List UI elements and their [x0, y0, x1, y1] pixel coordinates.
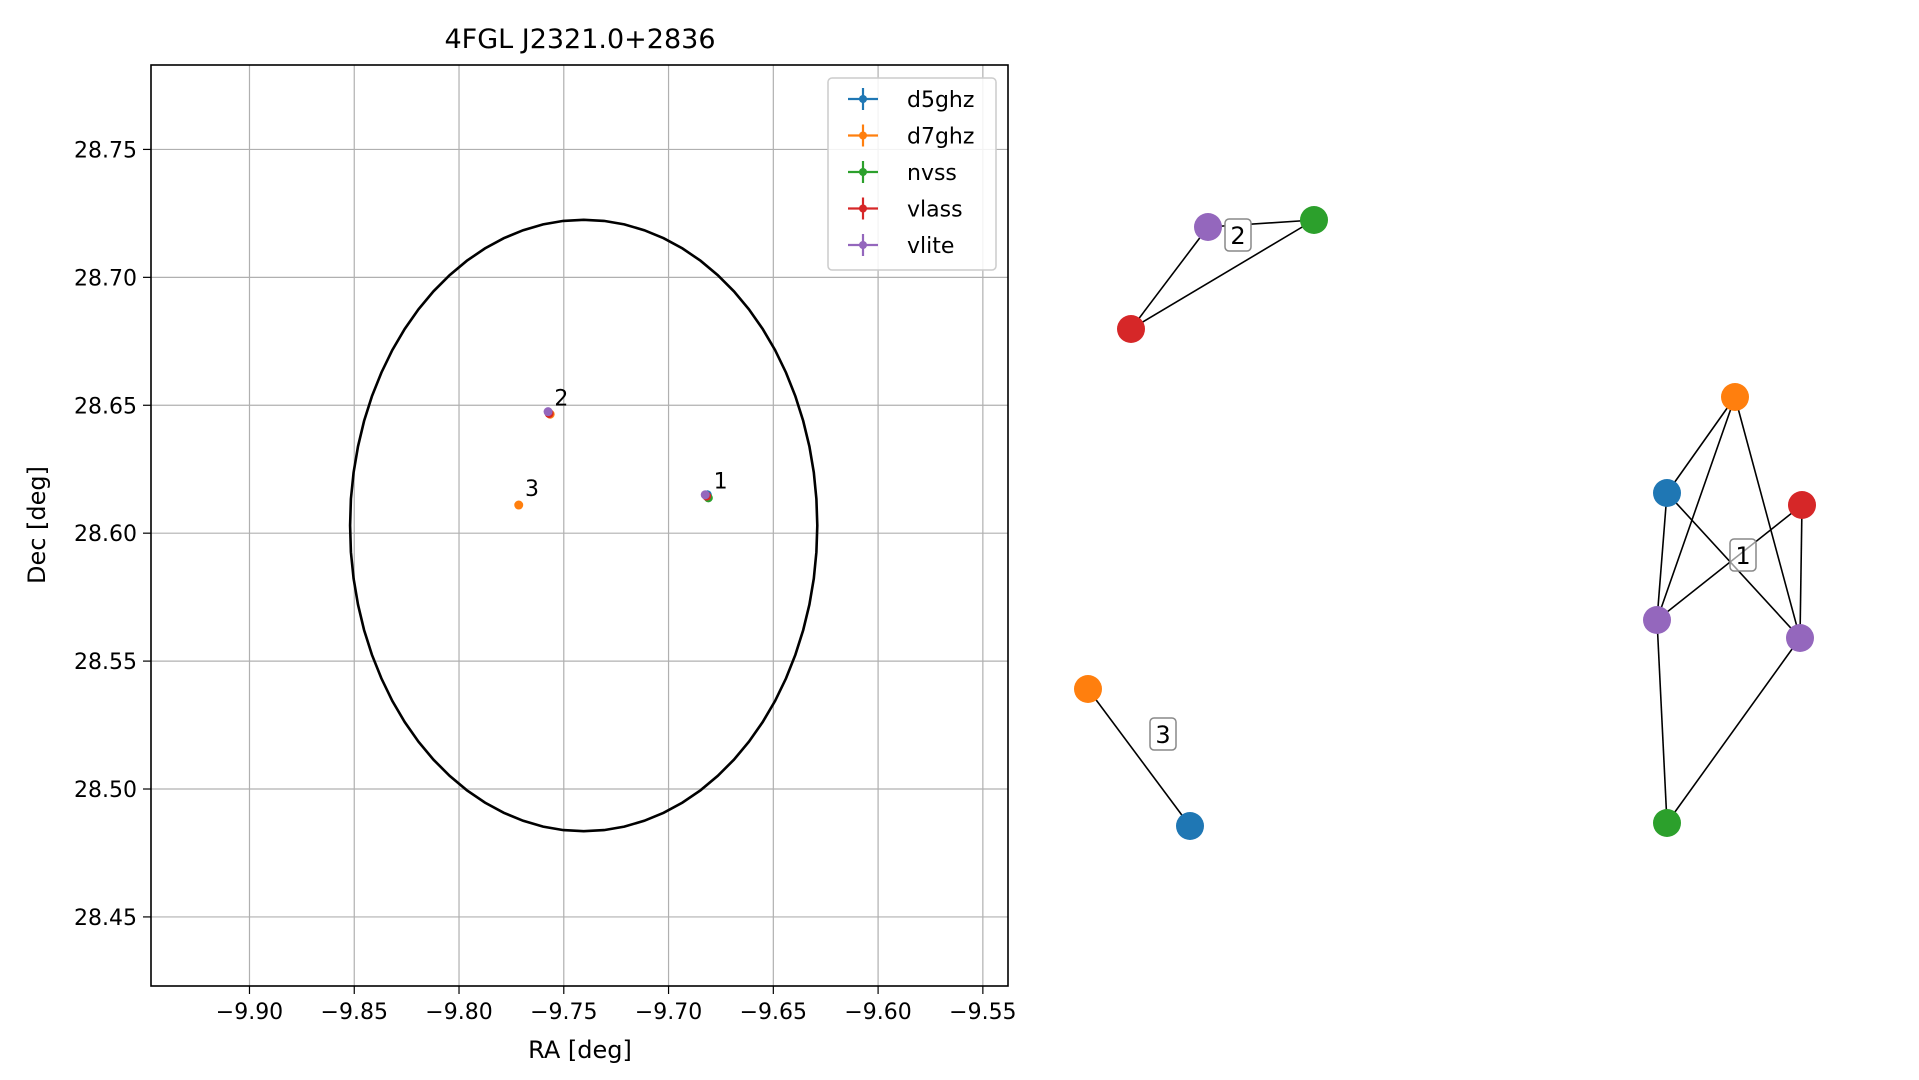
legend-marker-dot	[859, 168, 867, 176]
graph-edge	[1666, 637, 1801, 824]
x-axis-label: RA [deg]	[528, 1036, 632, 1064]
cluster-3: 3	[1074, 675, 1204, 840]
cluster-label-2: 2	[1224, 218, 1252, 252]
x-tick-label: −9.85	[321, 1000, 388, 1025]
plot-frame	[150, 64, 1009, 987]
y-tick-label: 28.60	[74, 522, 137, 547]
graph-edge	[1130, 219, 1315, 330]
annotation-1: 1	[714, 469, 728, 494]
node-vlite	[1786, 624, 1814, 652]
svg-text:1: 1	[1735, 542, 1750, 570]
point-vlite	[543, 407, 553, 417]
y-tick-label: 28.75	[74, 138, 137, 163]
svg-text:2: 2	[1230, 222, 1245, 250]
annotation-3: 3	[525, 477, 539, 502]
node-vlite	[1643, 606, 1671, 634]
node-vlite	[1194, 213, 1222, 241]
graph-edge	[1130, 226, 1209, 330]
point-vlite	[700, 490, 710, 500]
y-axis-ticks: 28.45 28.50 28.55 28.60 28.65 28.70 28.75	[74, 138, 151, 931]
scatter-panel: 4FGL J2321.0+2836 123 −9.90 −9.85 −9.80 −9.…	[23, 24, 1017, 1064]
x-tick-label: −9.70	[635, 1000, 702, 1025]
legend-label: d5ghz	[907, 88, 974, 113]
x-tick-label: −9.75	[530, 1000, 597, 1025]
node-d5ghz	[1653, 479, 1681, 507]
node-vlass	[1117, 315, 1145, 343]
y-tick-label: 28.70	[74, 266, 137, 291]
legend: d5ghz d7ghz nvss vlass vlite	[827, 77, 997, 271]
grid-lines	[151, 65, 1008, 986]
node-d5ghz	[1176, 812, 1204, 840]
x-tick-label: −9.90	[216, 1000, 283, 1025]
legend-marker-dot	[859, 131, 867, 140]
localization-ellipse-layer	[348, 218, 819, 833]
legend-item-vlass: vlass	[848, 197, 963, 223]
point-d7ghz	[514, 500, 524, 510]
x-tick-label: −9.60	[844, 1000, 911, 1025]
legend-item-d5ghz: d5ghz	[848, 88, 974, 113]
graph-edge	[1087, 688, 1191, 827]
graph-edge	[1656, 619, 1668, 824]
y-tick-label: 28.45	[74, 906, 137, 931]
node-d7ghz	[1074, 675, 1102, 703]
graph-edge	[1656, 492, 1668, 621]
chart-title: 4FGL J2321.0+2836	[444, 24, 715, 55]
legend-label: nvss	[907, 161, 957, 186]
x-tick-label: −9.65	[740, 1000, 807, 1025]
svg-text:3: 3	[1155, 721, 1170, 749]
x-axis-ticks: −9.90 −9.85 −9.80 −9.75 −9.70 −9.65 −9.60 −9.55	[216, 986, 1017, 1025]
graph-edge	[1799, 504, 1803, 639]
localization-ellipse	[348, 218, 819, 833]
x-tick-label: −9.80	[425, 1000, 492, 1025]
legend-item-d7ghz: d7ghz	[848, 124, 974, 150]
legend-item-vlite: vlite	[848, 234, 954, 259]
y-tick-label: 28.50	[74, 778, 137, 803]
legend-marker-dot	[859, 241, 867, 249]
node-d7ghz	[1721, 383, 1749, 411]
network-panel: 2 1	[1074, 206, 1816, 840]
legend-label: vlite	[907, 234, 954, 259]
legend-label: d7ghz	[907, 125, 974, 150]
graph-edge	[1734, 396, 1801, 639]
data-points-layer	[514, 407, 713, 510]
graph-edge	[1656, 396, 1736, 621]
legend-marker-dot	[859, 95, 867, 103]
legend-marker-dot	[859, 204, 867, 213]
node-nvss	[1300, 206, 1328, 234]
legend-box	[827, 77, 997, 271]
graph-edge	[1666, 396, 1736, 494]
y-axis-label: Dec [deg]	[23, 466, 51, 584]
annotation-2: 2	[554, 386, 568, 411]
cluster-label-1: 1	[1729, 538, 1757, 572]
node-vlass	[1788, 491, 1816, 519]
cluster-label-3: 3	[1149, 717, 1177, 751]
y-tick-label: 28.55	[74, 650, 137, 675]
legend-item-nvss: nvss	[848, 161, 957, 186]
cluster-1: 1	[1643, 383, 1816, 837]
point-annotations: 1 2 3	[525, 386, 728, 502]
legend-label: vlass	[907, 198, 963, 223]
cluster-2: 2	[1117, 206, 1328, 343]
y-tick-label: 28.65	[74, 394, 137, 419]
x-tick-label: −9.55	[949, 1000, 1016, 1025]
node-nvss	[1653, 809, 1681, 837]
